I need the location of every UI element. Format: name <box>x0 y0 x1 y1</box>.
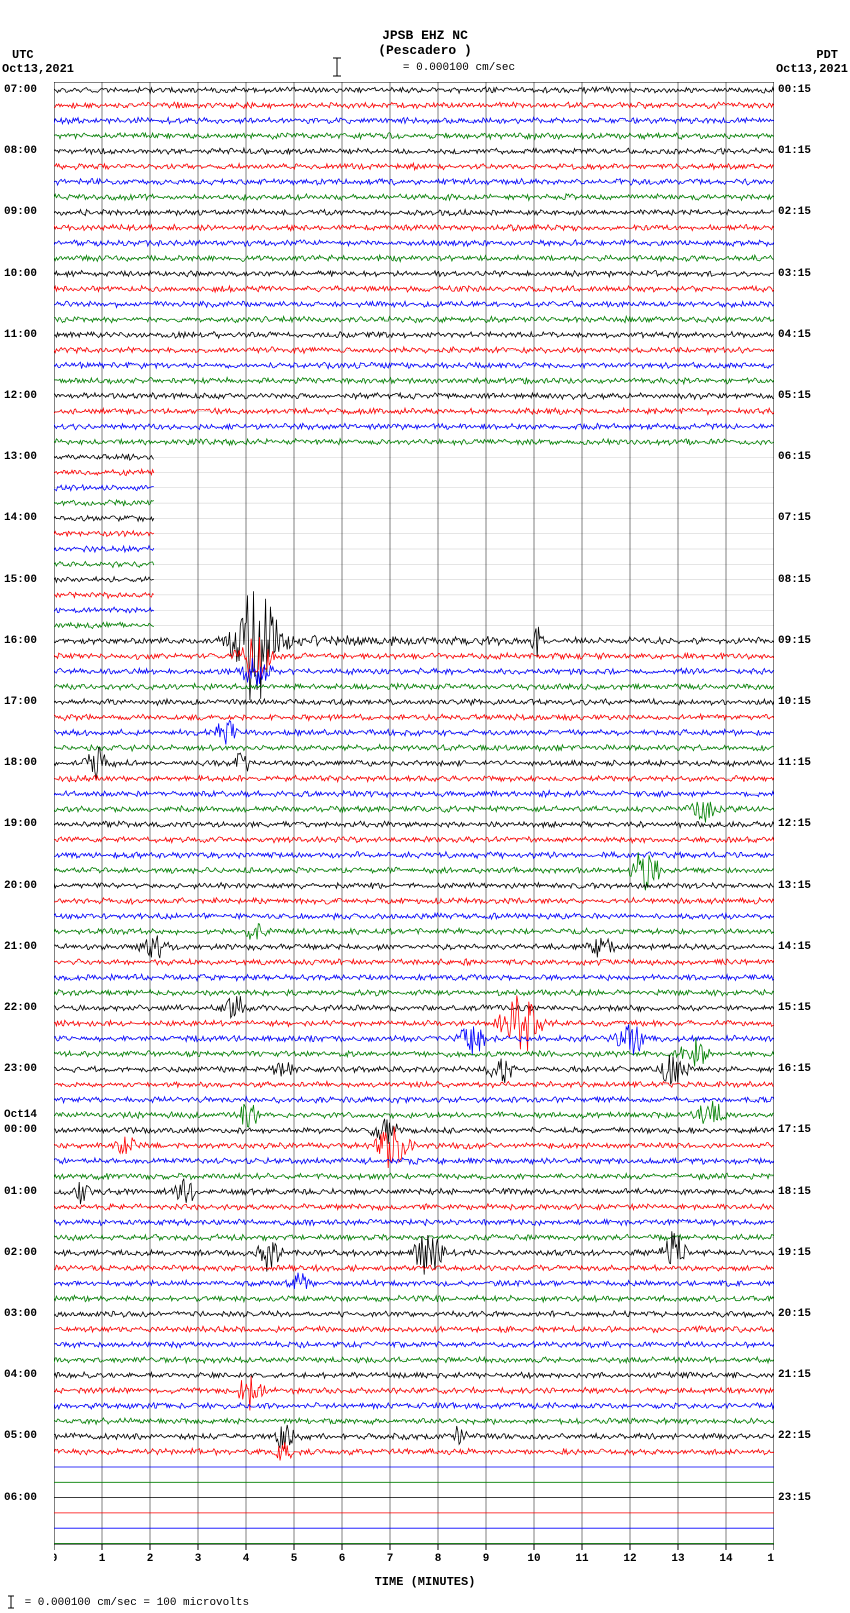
right-time-label: 00:15 <box>778 84 811 96</box>
right-time-label: 21:15 <box>778 1369 811 1381</box>
svg-text:8: 8 <box>435 1553 442 1562</box>
tz-right: PDT <box>816 48 838 62</box>
right-time-label: 13:15 <box>778 880 811 892</box>
right-time-label: 23:15 <box>778 1492 811 1504</box>
svg-text:4: 4 <box>243 1553 250 1562</box>
seismogram-svg: 0123456789101112131415 <box>54 82 774 1562</box>
right-time-label: 12:15 <box>778 818 811 830</box>
station-location: (Pescadero ) <box>0 43 850 58</box>
svg-text:7: 7 <box>387 1553 394 1562</box>
left-time-label: 00:00 <box>4 1124 37 1136</box>
right-time-label: 22:15 <box>778 1430 811 1442</box>
left-time-label: 11:00 <box>4 329 37 341</box>
right-time-label: 18:15 <box>778 1186 811 1198</box>
station-code: JPSB EHZ NC <box>0 28 850 43</box>
left-time-label: 15:00 <box>4 574 37 586</box>
svg-text:2: 2 <box>147 1553 154 1562</box>
right-time-label: 16:15 <box>778 1063 811 1075</box>
right-time-label: 19:15 <box>778 1247 811 1259</box>
left-time-label: 12:00 <box>4 390 37 402</box>
left-time-label: 05:00 <box>4 1430 37 1442</box>
svg-text:6: 6 <box>339 1553 346 1562</box>
left-time-label: 01:00 <box>4 1186 37 1198</box>
left-time-label: 06:00 <box>4 1492 37 1504</box>
svg-text:3: 3 <box>195 1553 202 1562</box>
svg-text:14: 14 <box>719 1553 733 1562</box>
left-time-label: 21:00 <box>4 941 37 953</box>
left-time-label: 13:00 <box>4 451 37 463</box>
right-time-label: 09:15 <box>778 635 811 647</box>
left-time-label: 03:00 <box>4 1308 37 1320</box>
right-time-label: 15:15 <box>778 1002 811 1014</box>
seismogram-plot: 0123456789101112131415 <box>54 82 774 1562</box>
svg-text:12: 12 <box>623 1553 636 1562</box>
left-time-label: 14:00 <box>4 512 37 524</box>
left-time-label: 08:00 <box>4 145 37 157</box>
left-time-label: 10:00 <box>4 268 37 280</box>
x-axis-label: TIME (MINUTES) <box>375 1575 476 1589</box>
date-right: Oct13,2021 <box>776 62 848 76</box>
left-time-label: 20:00 <box>4 880 37 892</box>
right-time-label: 02:15 <box>778 206 811 218</box>
right-time-label: 03:15 <box>778 268 811 280</box>
left-time-label: 18:00 <box>4 757 37 769</box>
right-time-label: 07:15 <box>778 512 811 524</box>
left-time-label: 07:00 <box>4 84 37 96</box>
svg-text:10: 10 <box>527 1553 540 1562</box>
date-left: Oct13,2021 <box>2 62 74 76</box>
right-time-label: 05:15 <box>778 390 811 402</box>
svg-text:13: 13 <box>671 1553 685 1562</box>
right-time-label: 01:15 <box>778 145 811 157</box>
right-time-label: 06:15 <box>778 451 811 463</box>
left-time-label: 04:00 <box>4 1369 37 1381</box>
left-time-label: 16:00 <box>4 635 37 647</box>
right-time-label: 20:15 <box>778 1308 811 1320</box>
left-time-label: Oct14 <box>4 1109 37 1121</box>
footer-scale: = 0.000100 cm/sec = 100 microvolts <box>4 1595 249 1609</box>
right-time-label: 08:15 <box>778 574 811 586</box>
left-time-label: 02:00 <box>4 1247 37 1259</box>
svg-text:11: 11 <box>575 1553 589 1562</box>
svg-text:1: 1 <box>99 1553 106 1562</box>
tz-left: UTC <box>12 48 34 62</box>
footer-text: = 0.000100 cm/sec = 100 microvolts <box>25 1597 249 1609</box>
right-time-label: 14:15 <box>778 941 811 953</box>
right-time-label: 11:15 <box>778 757 811 769</box>
scale-label: = 0.000100 cm/sec <box>403 62 515 74</box>
right-time-label: 17:15 <box>778 1124 811 1136</box>
svg-text:15: 15 <box>767 1553 774 1562</box>
right-time-label: 04:15 <box>778 329 811 341</box>
svg-text:0: 0 <box>54 1553 57 1562</box>
right-time-label: 10:15 <box>778 696 811 708</box>
scale-bar <box>330 56 344 82</box>
svg-text:5: 5 <box>291 1553 298 1562</box>
left-time-label: 09:00 <box>4 206 37 218</box>
left-time-label: 17:00 <box>4 696 37 708</box>
left-time-label: 23:00 <box>4 1063 37 1075</box>
left-time-label: 22:00 <box>4 1002 37 1014</box>
left-time-label: 19:00 <box>4 818 37 830</box>
svg-text:9: 9 <box>483 1553 490 1562</box>
plot-header: JPSB EHZ NC (Pescadero ) <box>0 28 850 58</box>
